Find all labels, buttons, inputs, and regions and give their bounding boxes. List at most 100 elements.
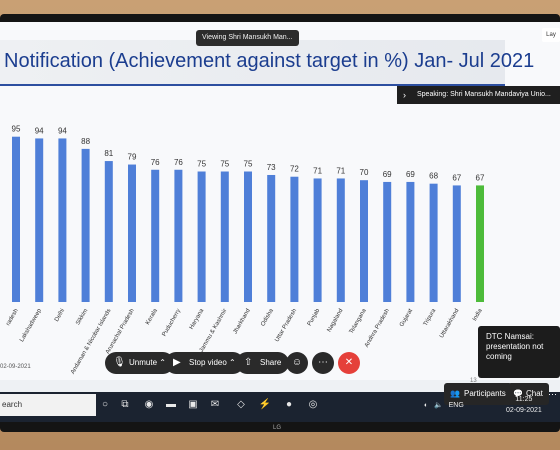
bar-nagaland	[336, 178, 345, 302]
bar-chart: 95 radesh 94 Lakshadweep 94 Delhi 88 Sikkim 81 An…	[5, 125, 485, 376]
more-icon[interactable]: ⋯	[548, 389, 557, 399]
bar-delhi	[58, 138, 67, 302]
category-label: Jharkhand	[233, 308, 252, 335]
end-call-icon[interactable]: ✕	[338, 352, 360, 374]
category-label: radesh	[5, 308, 19, 327]
emoji-icon[interactable]: ☺	[286, 352, 308, 374]
category-label: Uttar Pradesh	[274, 308, 298, 343]
bar-sikkim	[81, 148, 90, 302]
bar-jammu-kashmir	[220, 171, 229, 302]
lang-indicator[interactable]: ENG	[448, 402, 464, 409]
category-label: Tripura	[423, 307, 438, 327]
slide-title: Notification (Achievement against target…	[4, 50, 535, 72]
presentation-slide: Notification (Achievement against target…	[0, 22, 560, 384]
category-label: Andhra Pradesh	[364, 308, 391, 349]
zoom-icon[interactable]: ●	[285, 399, 293, 410]
bar-telangana	[360, 180, 368, 302]
bar-india	[476, 185, 484, 302]
data-label: 69	[383, 170, 392, 179]
date: 02-09-2021	[506, 407, 542, 414]
layout-button[interactable]: Lay	[542, 28, 560, 42]
unmute-button[interactable]: 🎙 Unmute ⌃	[105, 352, 174, 374]
system-tray[interactable]: ◐ 🔈 ENG	[424, 396, 464, 416]
data-label: 81	[104, 149, 113, 158]
screen: Notification (Achievement against target…	[0, 22, 560, 420]
category-label: India	[472, 307, 484, 322]
category-label: Jammu & Kashmir	[199, 308, 229, 353]
category-label: Kerala	[145, 307, 159, 326]
category-label: Sikkim	[75, 308, 89, 326]
bar-haryana	[197, 171, 206, 302]
bar-odisha	[267, 174, 276, 302]
data-label: 71	[313, 166, 322, 175]
time: 11:25	[515, 396, 533, 403]
start-circle-icon[interactable]: ○	[101, 399, 109, 410]
data-label: 69	[406, 170, 415, 179]
chat-notification[interactable]: DTC Namsai: presentation not coming	[478, 326, 560, 378]
mail-icon[interactable]: ✉	[210, 399, 220, 410]
chat-message: presentation not coming	[486, 342, 544, 361]
bar-tripura	[429, 183, 438, 302]
title-band	[0, 40, 505, 86]
volume-icon[interactable]: 🔈	[434, 402, 443, 409]
bar-andaman-nicobar-islands	[104, 161, 113, 302]
bar-uttar-pradesh	[290, 176, 299, 302]
share-icon: ⇧	[244, 357, 253, 368]
data-label: 88	[81, 137, 90, 146]
bar-lakshadweep	[35, 138, 44, 302]
data-label: 94	[58, 126, 67, 135]
people-icon: 👥	[450, 389, 460, 398]
store-icon[interactable]: ▣	[188, 399, 198, 410]
data-label: 68	[429, 172, 438, 181]
folder-icon[interactable]: ▬	[166, 399, 176, 410]
search-input[interactable]: earch	[0, 394, 96, 416]
data-label: 73	[267, 163, 276, 172]
data-label: 67	[476, 173, 485, 182]
data-label: 75	[244, 160, 253, 169]
bar-gujarat	[406, 181, 415, 302]
viewing-label[interactable]: Viewing Shri Mansukh Man...	[196, 30, 299, 46]
bar-jharkhand	[244, 171, 252, 302]
share-button[interactable]: ⇧ Share	[236, 352, 290, 374]
category-label: Telangana	[349, 307, 368, 335]
bar-radesh	[12, 136, 20, 302]
bar-andhra-pradesh	[383, 181, 392, 302]
bar-kerala	[151, 169, 160, 302]
data-label: 75	[197, 160, 206, 169]
mic-icon: 🎙	[113, 357, 126, 368]
slide-date: 02-09-2021	[0, 364, 31, 370]
chevron-right-icon[interactable]: ›	[403, 90, 406, 100]
data-label: 70	[360, 168, 369, 177]
data-label: 79	[128, 153, 137, 162]
bar-puducherry	[174, 169, 183, 302]
data-label: 94	[35, 126, 44, 135]
bar-punjab	[313, 178, 322, 302]
task-view-icon[interactable]: ⧉	[121, 399, 129, 410]
category-label: Haryana	[189, 307, 206, 330]
bar-arunachal-pradesh	[128, 164, 136, 302]
app-icon[interactable]: ⚡	[258, 399, 272, 410]
more-icon[interactable]: ⋯	[312, 352, 334, 374]
category-label: Lakshadweep	[19, 307, 43, 343]
data-label: 72	[290, 165, 299, 174]
participants-button[interactable]: 👥 Participants	[444, 383, 512, 405]
category-label: Puducherry	[162, 308, 183, 338]
data-label: 67	[452, 173, 461, 182]
chrome-icon[interactable]: ◎	[308, 399, 318, 410]
data-label: 71	[336, 166, 345, 175]
speaking-text: Speaking: Shri Mansukh Mandaviya Unio...	[417, 91, 551, 98]
category-label: Gujarat	[399, 308, 414, 328]
chat-sender: DTC Namsai:	[486, 332, 535, 341]
category-label: Uttarakhand	[439, 308, 461, 339]
edge-icon[interactable]: ◉	[144, 399, 154, 410]
chat-button[interactable]: 💬 Chat	[508, 383, 549, 405]
stop-video-button[interactable]: ▶ Stop video ⌃	[165, 352, 244, 374]
category-label: Delhi	[54, 308, 66, 323]
wifi-icon[interactable]: ◐	[424, 402, 429, 409]
chat-icon: 💬	[513, 389, 523, 398]
lg-logo: LG	[273, 425, 282, 431]
speaking-banner: › Speaking: Shri Mansukh Mandaviya Unio.…	[397, 86, 560, 104]
category-label: Odisha	[260, 307, 275, 327]
dropbox-icon[interactable]: ◇	[237, 399, 245, 410]
clock[interactable]: 11:25 02-09-2021	[506, 394, 542, 416]
